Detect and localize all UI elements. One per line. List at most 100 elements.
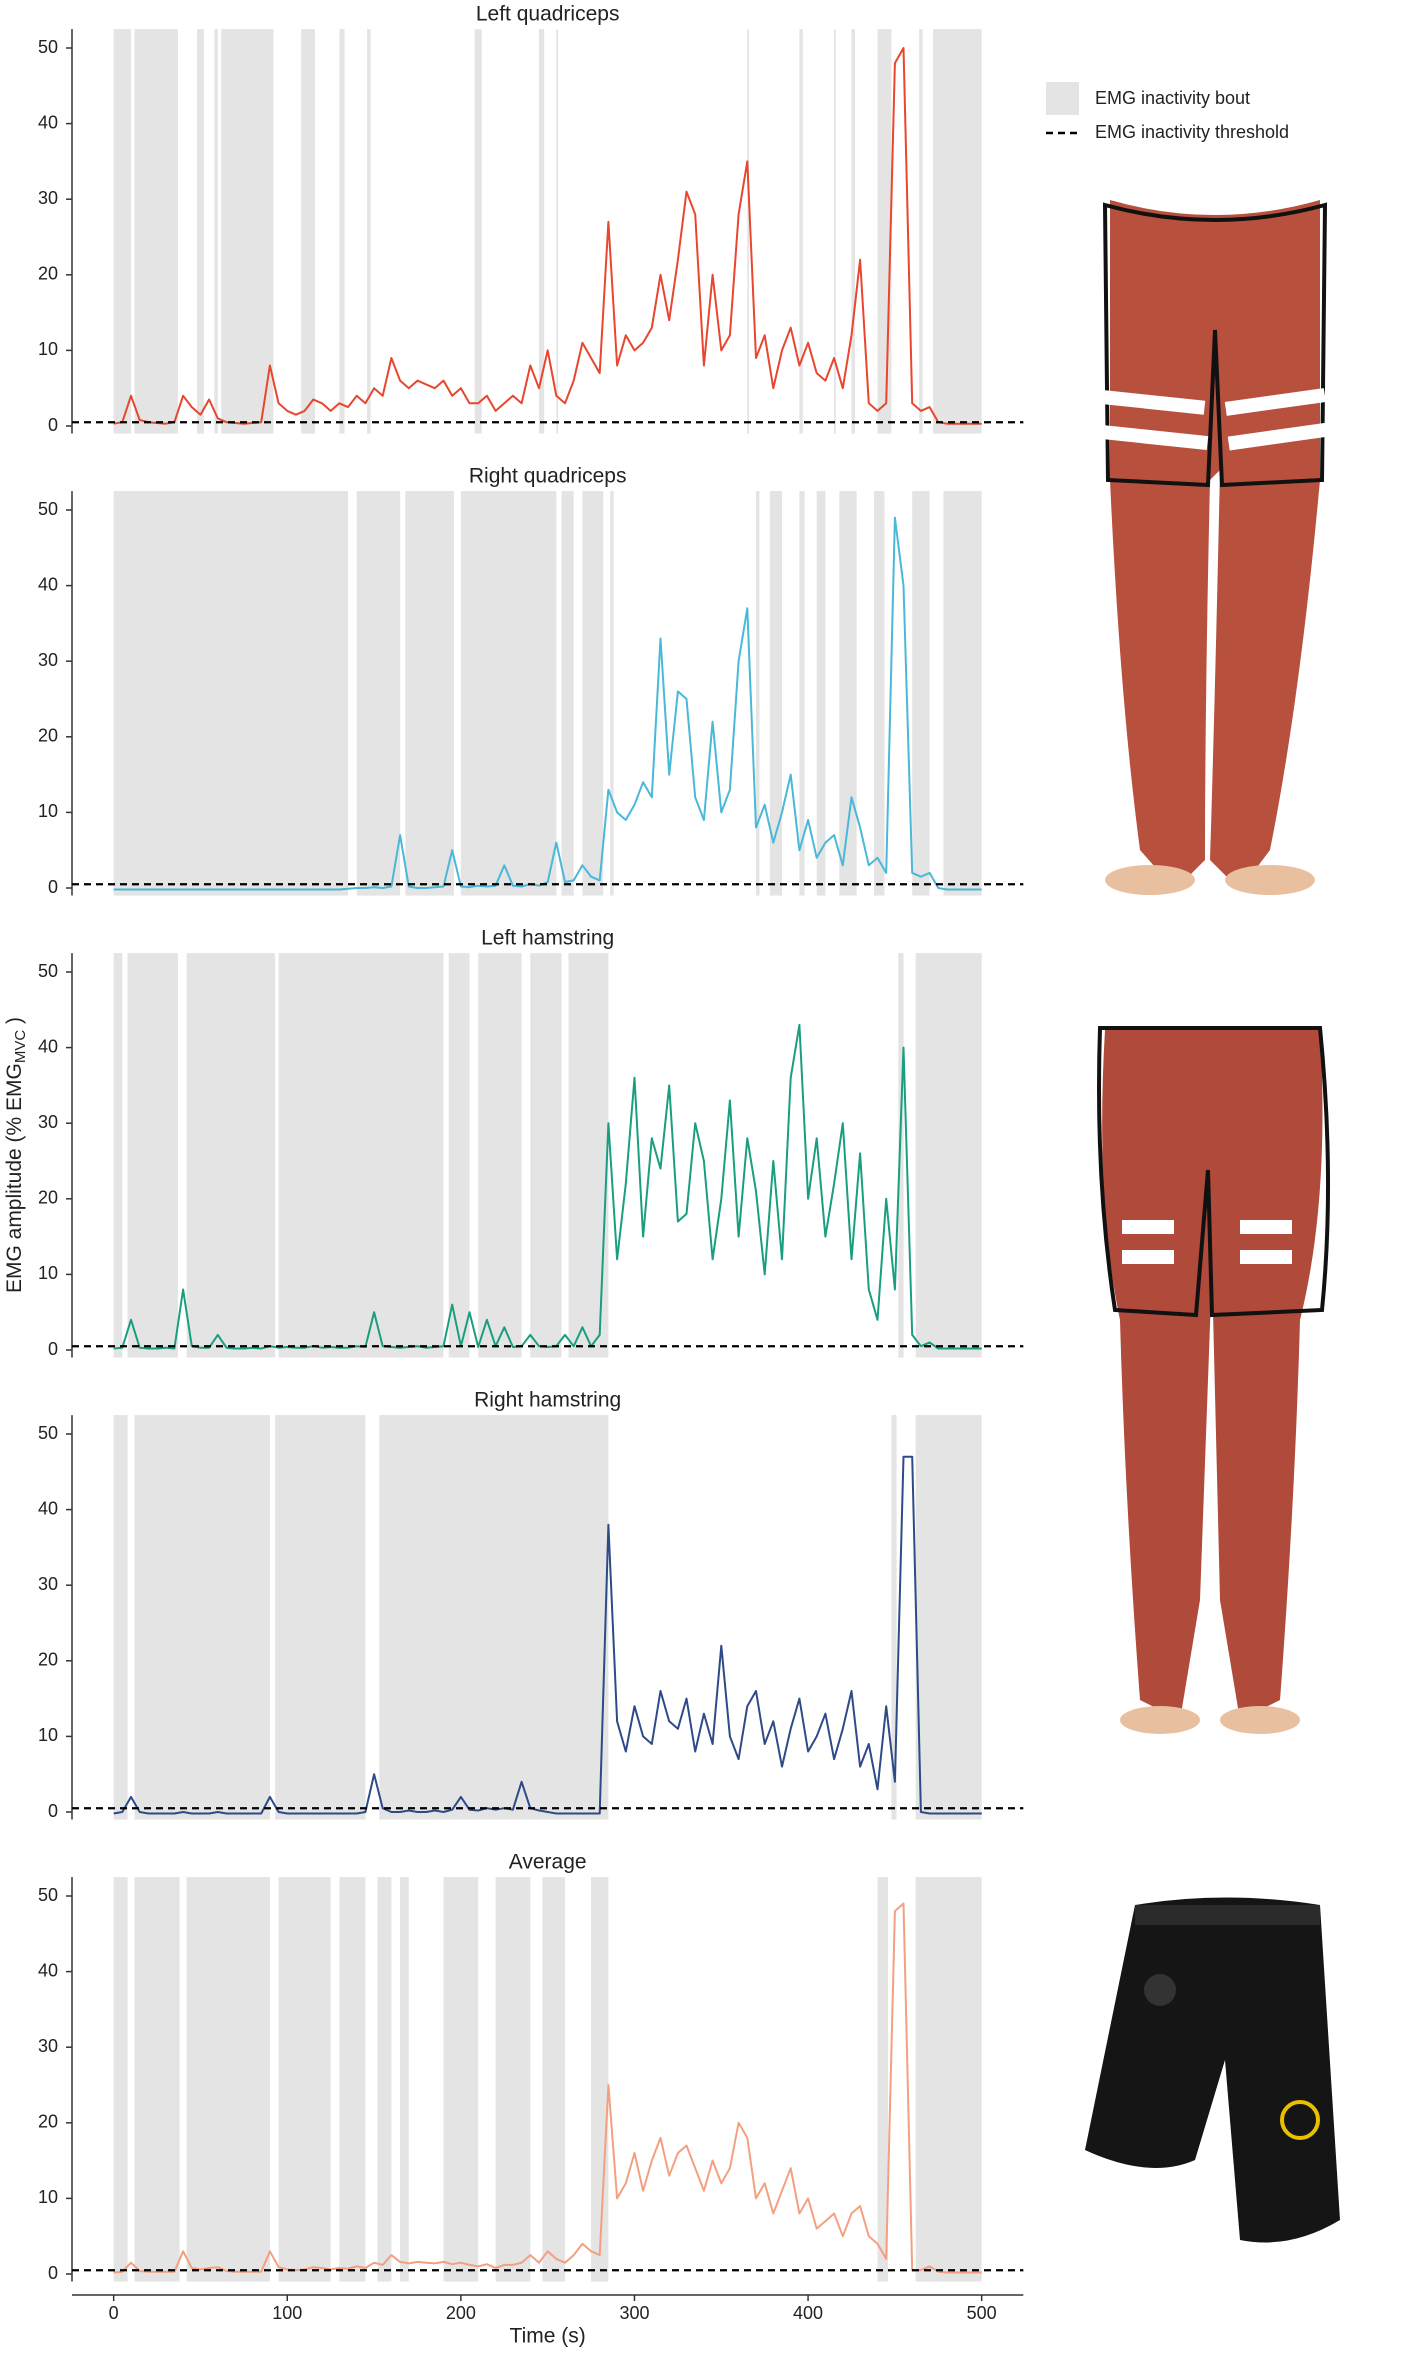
inactivity-bout (919, 29, 923, 434)
y-tick-label: 30 (38, 1112, 58, 1132)
y-axis-title-sub: MVC (12, 1030, 29, 1064)
y-tick-label: 20 (38, 1188, 58, 1208)
inactivity-bout (933, 29, 982, 434)
inactivity-bout (877, 29, 892, 434)
inactivity-bout (747, 29, 750, 434)
inactivity-bout (851, 29, 855, 434)
y-tick-label: 30 (38, 188, 58, 208)
y-tick-label: 50 (38, 37, 58, 57)
y-tick-label: 10 (38, 2187, 58, 2207)
inactivity-bout (495, 1877, 531, 2282)
x-tick-label: 300 (619, 2303, 649, 2323)
x-tick-label: 0 (109, 2303, 119, 2323)
legend: EMG inactivity bout EMG inactivity thres… (1046, 82, 1289, 142)
y-tick-label: 30 (38, 2036, 58, 2056)
panel-title: Average (509, 1851, 587, 1874)
y-axis-title: EMG amplitude (% EMGMVC ) (3, 1017, 29, 1293)
panel: Left hamstring 0 10 20 30 40 50 (38, 927, 1024, 1359)
panel: Left quadriceps 0 10 20 30 40 50 (38, 3, 1024, 435)
inactivity-bout (186, 953, 276, 1358)
y-tick-label: 40 (38, 1498, 58, 1518)
inactivity-bout (367, 29, 371, 434)
inactivity-bout (556, 29, 559, 434)
inactivity-bout (113, 491, 349, 896)
inactivity-bout (186, 1877, 270, 2282)
inactivity-bout (568, 953, 609, 1358)
legend-label: EMG inactivity bout (1095, 88, 1250, 108)
y-tick-label: 10 (38, 801, 58, 821)
inactivity-bout (874, 491, 885, 896)
inactivity-bout (113, 953, 123, 1358)
inactivity-bout (478, 953, 522, 1358)
emg-line (113, 1455, 982, 1815)
y-tick-label: 50 (38, 961, 58, 981)
inactivity-bout (799, 29, 803, 434)
inactivity-bout (377, 1877, 392, 2282)
inactivity-bout (400, 1877, 409, 2282)
inactivity-bout (113, 29, 132, 434)
inactivity-bout (443, 1877, 479, 2282)
inactivity-bout (839, 491, 857, 896)
inactivity-bout (134, 1415, 270, 1820)
panel-title: Right hamstring (474, 1389, 621, 1412)
inactivity-bout (356, 491, 401, 896)
y-tick-label: 50 (38, 1423, 58, 1443)
emg-line (113, 516, 982, 891)
inactivity-bout (134, 1877, 180, 2282)
inactivity-bout (582, 491, 604, 896)
y-tick-label: 0 (48, 1339, 58, 1359)
y-tick-label: 10 (38, 1725, 58, 1745)
y-tick-label: 50 (38, 1885, 58, 1905)
inactivity-bout (912, 491, 930, 896)
y-tick-label: 20 (38, 2112, 58, 2132)
x-tick-label: 200 (446, 2303, 476, 2323)
y-axis-title-end: ) (3, 1017, 26, 1030)
inactivity-bout (113, 1415, 128, 1820)
y-tick-label: 20 (38, 1650, 58, 1670)
inactivity-bout (530, 953, 562, 1358)
inactivity-bout (877, 1877, 888, 2282)
inactivity-bout (214, 29, 218, 434)
x-axis-title: Time (s) (510, 2325, 586, 2348)
inactivity-bout (113, 1877, 128, 2282)
inactivity-bout (542, 1877, 566, 2282)
inactivity-bout (474, 29, 482, 434)
inactivity-bout (405, 491, 454, 896)
y-tick-label: 40 (38, 574, 58, 594)
panel: Right quadriceps 0 10 20 30 40 50 (38, 465, 1024, 897)
inactivity-bout (755, 491, 760, 896)
panel-title: Left hamstring (481, 927, 614, 950)
inactivity-bout (898, 953, 904, 1358)
y-tick-label: 30 (38, 650, 58, 670)
y-tick-label: 40 (38, 1960, 58, 1980)
inactivity-bout (196, 29, 204, 434)
y-tick-label: 10 (38, 339, 58, 359)
y-tick-label: 0 (48, 877, 58, 897)
inactivity-bout (943, 491, 982, 896)
inactivity-bout (834, 29, 836, 434)
y-tick-label: 30 (38, 1574, 58, 1594)
inactivity-bout (275, 1415, 366, 1820)
inactivity-bout (278, 953, 444, 1358)
panel: Right hamstring 0 10 20 30 40 50 (38, 1389, 1024, 1821)
y-tick-label: 50 (38, 499, 58, 519)
inactivity-bout (591, 1877, 609, 2282)
y-tick-label: 10 (38, 1263, 58, 1283)
y-tick-label: 0 (48, 1801, 58, 1821)
inactivity-bout (610, 491, 614, 896)
front-legs-illustration (1094, 200, 1329, 895)
inactivity-bout (278, 1877, 331, 2282)
inactivity-bout (448, 953, 470, 1358)
inactivity-bout (339, 29, 345, 434)
y-tick-label: 0 (48, 415, 58, 435)
inactivity-bout (799, 491, 805, 896)
inactivity-bout (379, 1415, 609, 1820)
y-tick-label: 0 (48, 2263, 58, 2283)
y-tick-label: 40 (38, 112, 58, 132)
inactivity-bout (460, 491, 557, 896)
inactivity-bout (769, 491, 783, 896)
shorts-illustration (1085, 1897, 1340, 2243)
